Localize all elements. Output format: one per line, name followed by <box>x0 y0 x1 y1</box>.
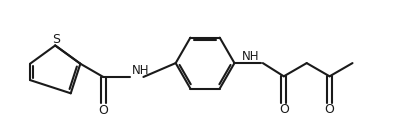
Text: O: O <box>324 103 334 116</box>
Text: NH: NH <box>241 50 259 63</box>
Text: NH: NH <box>132 64 149 77</box>
Text: S: S <box>52 33 60 46</box>
Text: O: O <box>279 103 289 116</box>
Text: O: O <box>98 104 108 117</box>
